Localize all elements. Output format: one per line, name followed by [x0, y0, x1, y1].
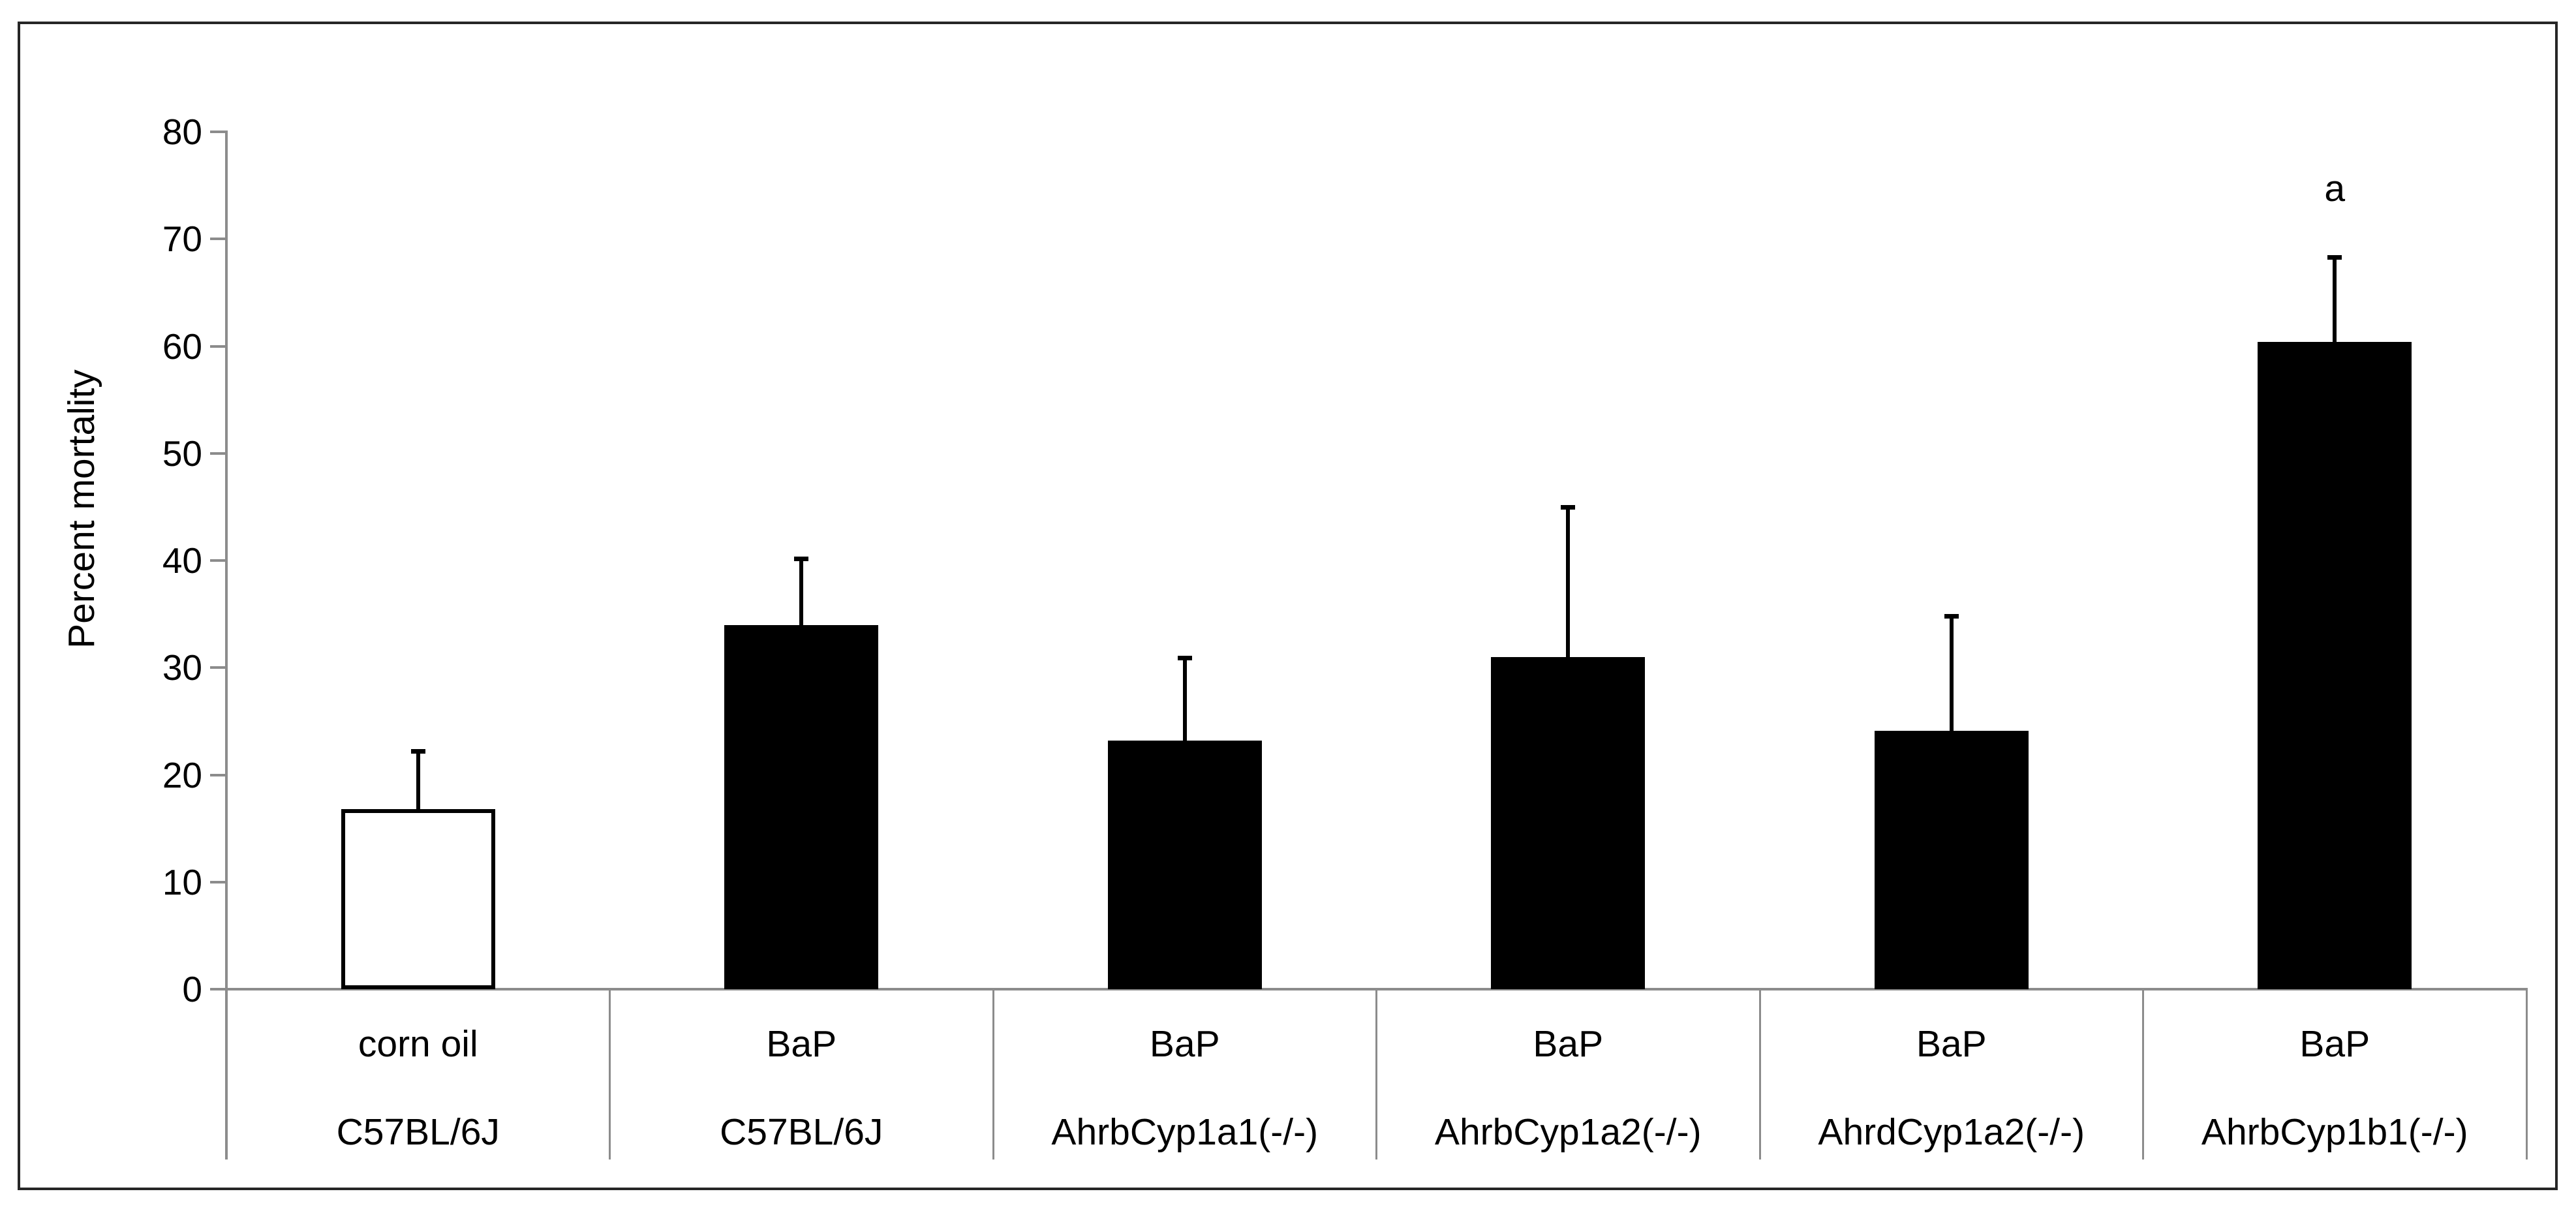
error-bar — [1566, 506, 1571, 657]
bar — [1874, 731, 2029, 989]
category-treatment-label: BaP — [1149, 1023, 1220, 1065]
category-treatment-label: BaP — [1916, 1023, 1987, 1065]
error-bar — [416, 751, 420, 810]
bar — [724, 624, 879, 989]
category-strain-label: AhrbCyp1b1(-/-) — [2201, 1111, 2468, 1153]
bar — [341, 809, 495, 989]
y-tick-mark — [210, 238, 226, 241]
y-tick-mark — [210, 988, 226, 990]
category-strain-label: AhrdCyp1a2(-/-) — [1818, 1111, 2085, 1153]
y-tick-mark — [210, 666, 226, 669]
bar — [2258, 341, 2412, 989]
y-tick-label: 30 — [162, 647, 202, 688]
category-separator — [2525, 989, 2528, 1159]
category-separator — [2142, 989, 2144, 1159]
y-tick-label: 10 — [162, 861, 202, 902]
error-bar-cap — [1177, 656, 1192, 661]
category-strain-label: AhrbCyp1a2(-/-) — [1434, 1111, 1702, 1153]
error-bar — [1949, 616, 1954, 731]
y-tick-mark — [210, 131, 226, 133]
error-bar-cap — [1944, 614, 1959, 619]
y-tick-label: 60 — [162, 326, 202, 367]
y-tick-mark — [210, 880, 226, 883]
category-strain-label: AhrbCyp1a1(-/-) — [1051, 1111, 1319, 1153]
y-tick-label: 0 — [182, 969, 202, 1009]
category-separator — [609, 989, 611, 1159]
y-tick-mark — [210, 773, 226, 776]
category-separator — [1758, 989, 1761, 1159]
error-bar-cap — [1561, 504, 1576, 510]
y-tick-label: 50 — [162, 433, 202, 474]
bar — [1491, 656, 1646, 989]
error-bar-cap — [410, 749, 425, 754]
y-axis-line — [225, 131, 228, 1159]
error-bar-cap — [2327, 255, 2342, 260]
category-separator — [1375, 989, 1377, 1159]
category-treatment-label: BaP — [1533, 1023, 1604, 1065]
y-tick-label: 40 — [162, 540, 202, 581]
y-tick-label: 80 — [162, 112, 202, 152]
significance-annotation: a — [2324, 168, 2346, 210]
y-tick-mark — [210, 452, 226, 455]
error-bar — [1182, 658, 1187, 741]
error-bar-cap — [794, 556, 809, 561]
y-tick-label: 20 — [162, 754, 202, 795]
figure-border — [18, 22, 2558, 1190]
category-strain-label: C57BL/6J — [336, 1111, 500, 1153]
error-bar — [799, 558, 804, 625]
category-separator — [992, 989, 994, 1159]
error-bar — [2333, 257, 2337, 342]
category-treatment-label: BaP — [766, 1023, 837, 1065]
bar — [1107, 740, 1262, 989]
y-tick-mark — [210, 559, 226, 562]
category-strain-label: C57BL/6J — [720, 1111, 883, 1153]
category-treatment-label: BaP — [2299, 1023, 2370, 1065]
category-treatment-label: corn oil — [358, 1023, 478, 1065]
y-tick-label: 70 — [162, 219, 202, 260]
y-tick-mark — [210, 345, 226, 348]
